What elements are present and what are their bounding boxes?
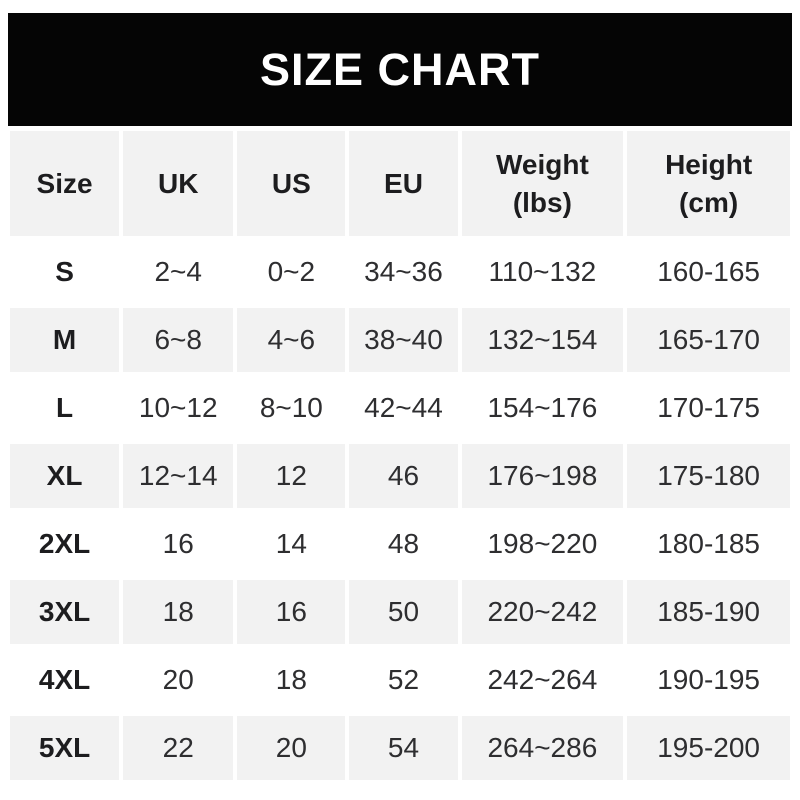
eu-cell: 34~36 — [349, 240, 458, 304]
us-cell: 0~2 — [237, 240, 346, 304]
col-header-eu: EU — [349, 131, 458, 236]
size-table: Size UK US EU Weight (lbs) Height (cm) — [6, 127, 794, 784]
col-header-height-label: Height — [665, 148, 753, 180]
size-cell: 3XL — [10, 580, 120, 644]
height-cell: 190-195 — [627, 648, 790, 712]
col-header-height-unit: (cm) — [679, 186, 739, 218]
uk-cell: 22 — [123, 716, 234, 780]
weight-cell: 220~242 — [461, 580, 624, 644]
size-cell: XL — [10, 444, 120, 508]
size-cell: 4XL — [10, 648, 120, 712]
weight-cell: 154~176 — [461, 376, 624, 440]
col-header-us-label: US — [271, 167, 311, 199]
size-cell: 5XL — [10, 716, 120, 780]
height-cell: 185-190 — [627, 580, 790, 644]
height-cell: 170-175 — [627, 376, 790, 440]
header-row: Size UK US EU Weight (lbs) Height (cm) — [10, 131, 790, 236]
height-cell: 195-200 — [627, 716, 790, 780]
col-header-weight-label: Weight — [495, 148, 589, 180]
col-header-us: US — [237, 131, 346, 236]
us-cell: 14 — [237, 512, 346, 576]
col-header-size: Size — [10, 131, 120, 236]
eu-cell: 48 — [349, 512, 458, 576]
us-cell: 12 — [237, 444, 346, 508]
weight-cell: 242~264 — [461, 648, 624, 712]
table-row-4xl: 4XL 20 18 52 242~264 190-195 — [10, 648, 790, 712]
table-row-m: M 6~8 4~6 38~40 132~154 165-170 — [10, 308, 790, 372]
table-row-5xl: 5XL 22 20 54 264~286 195-200 — [10, 716, 790, 780]
uk-cell: 18 — [123, 580, 234, 644]
weight-cell: 198~220 — [461, 512, 624, 576]
us-cell: 18 — [237, 648, 346, 712]
col-header-eu-label: EU — [384, 167, 423, 199]
size-cell: S — [10, 240, 120, 304]
eu-cell: 52 — [349, 648, 458, 712]
height-cell: 165-170 — [627, 308, 790, 372]
eu-cell: 46 — [349, 444, 458, 508]
height-cell: 180-185 — [627, 512, 790, 576]
weight-cell: 176~198 — [461, 444, 624, 508]
table-row-xl: XL 12~14 12 46 176~198 175-180 — [10, 444, 790, 508]
table-row-l: L 10~12 8~10 42~44 154~176 170-175 — [10, 376, 790, 440]
height-cell: 175-180 — [627, 444, 790, 508]
col-header-weight-unit: (lbs) — [512, 186, 572, 218]
height-cell: 160-165 — [627, 240, 790, 304]
eu-cell: 54 — [349, 716, 458, 780]
col-header-uk-label: UK — [157, 167, 199, 199]
uk-cell: 6~8 — [123, 308, 234, 372]
weight-cell: 110~132 — [461, 240, 624, 304]
size-cell: M — [10, 308, 120, 372]
table-row-s: S 2~4 0~2 34~36 110~132 160-165 — [10, 240, 790, 304]
weight-cell: 264~286 — [461, 716, 624, 780]
size-cell: 2XL — [10, 512, 120, 576]
us-cell: 4~6 — [237, 308, 346, 372]
col-header-weight: Weight (lbs) — [461, 131, 624, 236]
uk-cell: 12~14 — [123, 444, 234, 508]
eu-cell: 42~44 — [349, 376, 458, 440]
col-header-uk: UK — [123, 131, 234, 236]
page-title: SIZE CHART — [260, 44, 540, 95]
us-cell: 16 — [237, 580, 346, 644]
uk-cell: 2~4 — [123, 240, 234, 304]
size-cell: L — [10, 376, 120, 440]
uk-cell: 10~12 — [123, 376, 234, 440]
eu-cell: 38~40 — [349, 308, 458, 372]
uk-cell: 20 — [123, 648, 234, 712]
us-cell: 8~10 — [237, 376, 346, 440]
table-row-2xl: 2XL 16 14 48 198~220 180-185 — [10, 512, 790, 576]
col-header-size-label: Size — [36, 167, 93, 199]
uk-cell: 16 — [123, 512, 234, 576]
col-header-height: Height (cm) — [627, 131, 790, 236]
us-cell: 20 — [237, 716, 346, 780]
banner: SIZE CHART — [8, 13, 792, 126]
table-row-3xl: 3XL 18 16 50 220~242 185-190 — [10, 580, 790, 644]
weight-cell: 132~154 — [461, 308, 624, 372]
eu-cell: 50 — [349, 580, 458, 644]
